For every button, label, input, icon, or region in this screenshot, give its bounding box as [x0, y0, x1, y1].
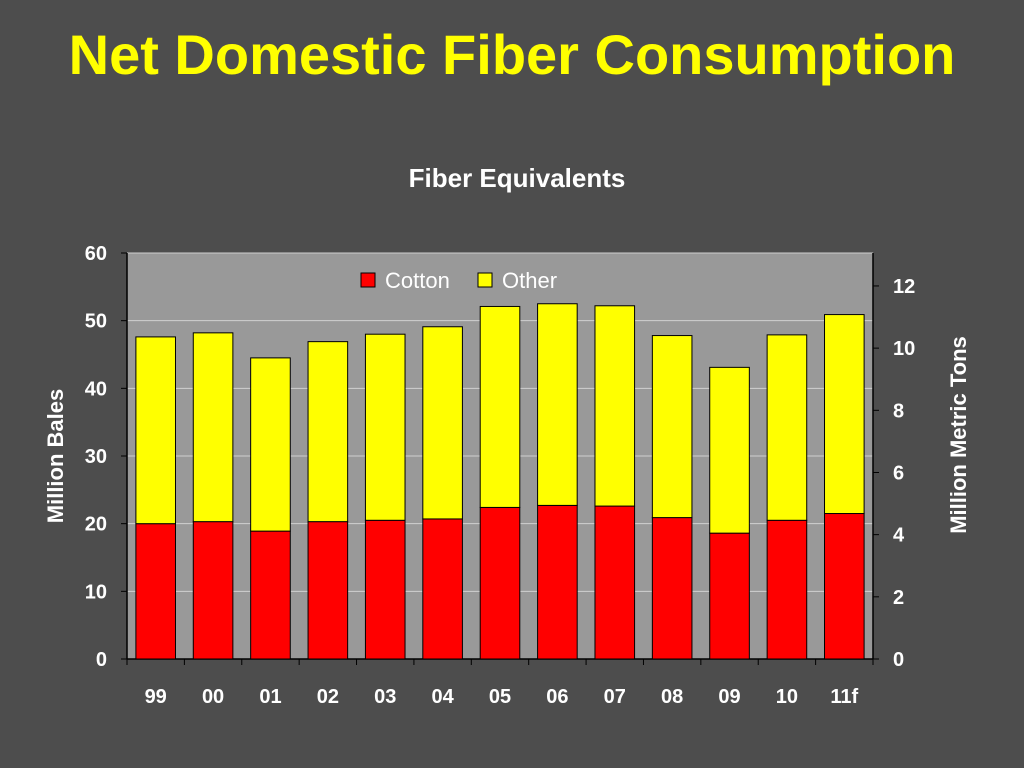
- bar-cotton-11f: [824, 513, 865, 660]
- y2-tick-label: 4: [893, 525, 905, 547]
- y-axis-label: Million Bales: [43, 389, 68, 523]
- x-tick-label: 04: [431, 686, 454, 708]
- x-tick-label: 02: [317, 686, 339, 708]
- x-tick-label: 05: [489, 686, 511, 708]
- bar-cotton-05: [479, 506, 521, 660]
- x-tick-label: 08: [661, 686, 683, 708]
- y-tick-label: 30: [85, 446, 107, 468]
- y-tick-label: 40: [85, 378, 107, 400]
- y2-tick-label: 8: [893, 400, 904, 422]
- legend-swatch-cotton: [360, 272, 376, 288]
- bar-other-05: [479, 305, 521, 508]
- y2-tick-label: 2: [893, 587, 904, 609]
- x-tick-label: 01: [259, 686, 281, 708]
- slide-title: Net Domestic Fiber Consumption: [68, 23, 956, 86]
- bar-cotton-06: [537, 504, 578, 660]
- y-tick-label: 20: [85, 514, 107, 536]
- bar-cotton-07: [594, 505, 636, 660]
- x-tick-label: 99: [145, 686, 167, 708]
- y2-tick-label: 10: [893, 338, 915, 360]
- bar-cotton-10: [766, 519, 808, 660]
- y-tick-label: 0: [96, 649, 107, 671]
- bar-cotton-01: [250, 530, 291, 660]
- y2-tick-label: 12: [893, 276, 915, 298]
- y2-tick-label: 6: [893, 462, 904, 484]
- chart-title: Fiber Equivalents: [409, 163, 626, 193]
- bar-cotton-02: [307, 521, 349, 660]
- bar-other-02: [307, 341, 349, 523]
- legend-label-other: Other: [502, 268, 557, 293]
- y-tick-label: 10: [85, 581, 107, 603]
- bar-cotton-99: [135, 523, 176, 660]
- bar-other-00: [192, 332, 234, 523]
- x-tick-label: 03: [374, 686, 396, 708]
- y2-axis-label: Million Metric Tons: [946, 336, 971, 534]
- x-tick-label: 07: [604, 686, 626, 708]
- bar-other-07: [594, 305, 636, 507]
- legend-label-cotton: Cotton: [385, 268, 450, 293]
- bar-cotton-09: [709, 532, 750, 660]
- bar-cotton-08: [651, 517, 693, 660]
- bar-other-99: [135, 336, 176, 525]
- y2-tick-label: 0: [893, 649, 904, 671]
- x-tick-label: 00: [202, 686, 224, 708]
- bar-other-03: [364, 333, 406, 521]
- bar-other-09: [709, 366, 750, 534]
- legend-swatch-other: [477, 272, 493, 288]
- bar-other-10: [766, 334, 808, 521]
- bar-other-04: [422, 326, 463, 520]
- bar-other-06: [537, 303, 578, 506]
- y-tick-label: 50: [85, 311, 107, 333]
- x-tick-label: 10: [776, 686, 798, 708]
- bar-other-08: [651, 335, 693, 519]
- bar-cotton-00: [192, 521, 234, 660]
- x-tick-label: 11f: [830, 686, 858, 708]
- x-tick-label: 06: [546, 686, 568, 708]
- bar-other-01: [250, 357, 291, 532]
- bar-cotton-03: [364, 519, 406, 660]
- bar-cotton-04: [422, 518, 463, 660]
- y-tick-label: 60: [85, 243, 107, 265]
- x-tick-label: 09: [718, 686, 740, 708]
- bar-other-11f: [824, 314, 865, 515]
